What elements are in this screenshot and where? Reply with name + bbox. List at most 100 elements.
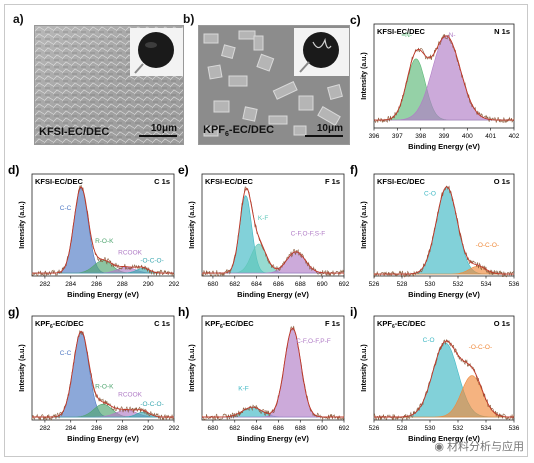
panel-label-f: f) xyxy=(350,165,358,177)
peak-label-g-2: RCOOK xyxy=(118,391,143,398)
x-tick-label-g-3: 288 xyxy=(117,425,128,432)
peak-label-e-1: K-F xyxy=(258,215,269,222)
x-tick-label-c-3: 399 xyxy=(439,133,450,140)
peak-label-g-3: -O-C-O- xyxy=(140,401,163,408)
x-tick-label-e-5: 690 xyxy=(317,281,328,288)
x-axis-label-h: Binding Energy (eV) xyxy=(237,434,309,443)
xps-panel-c: c) 396 397 398 399 400 401 402 Binding Energy (e… xyxy=(350,15,520,151)
plot-frame-h xyxy=(201,315,345,421)
peak-label-e-2: C-F,O-F,S-F xyxy=(291,230,326,237)
sem-texture-b xyxy=(199,26,349,144)
fit-envelope-c xyxy=(374,35,514,121)
sem-texture-a xyxy=(35,26,183,144)
y-axis-label-h: Intensity (a.u.) xyxy=(189,344,196,391)
sample-label-h: KPF6-EC/DEC xyxy=(205,319,254,330)
watermark-text: 材料分析与应用 xyxy=(447,441,524,453)
sem-sample-label-a: KFSI-EC/DEC xyxy=(39,126,110,138)
sample-sub-g: 6 xyxy=(50,324,53,330)
x-tick-label-f-2: 530 xyxy=(425,281,436,288)
panel-label-c: c) xyxy=(350,15,361,27)
x-tick-label-e-2: 684 xyxy=(251,281,262,288)
watermark: ◉ 材料分析与应用 xyxy=(434,438,524,454)
peak-label-c-0: =N- xyxy=(401,32,412,39)
xps-panel-d: d) 282 284 286 288 290 292 Binding Energy (eV) I… xyxy=(8,165,180,299)
sample-main-g: KPF xyxy=(35,319,50,328)
peak-label-f-0: C-O xyxy=(424,191,436,198)
x-tick-label-d-3: 288 xyxy=(117,281,128,288)
panel-label-e: e) xyxy=(178,165,189,177)
peak-c-1 xyxy=(373,35,515,121)
peak-label-d-2: RCOOK xyxy=(118,250,143,257)
core-level-c: N 1s xyxy=(494,27,510,36)
peak-label-d-0: C-C xyxy=(60,205,72,212)
wechat-icon: ◉ xyxy=(434,440,444,453)
peak-label-i-0: C-O xyxy=(423,337,435,344)
xps-panel-g: g) 282 284 286 288 290 292 Binding Energy (eV) I… xyxy=(8,307,180,443)
core-level-d: C 1s xyxy=(154,177,170,186)
panel-label-b: b) xyxy=(183,12,195,26)
x-tick-label-c-0: 396 xyxy=(369,133,380,140)
y-axis-label-d: Intensity (a.u.) xyxy=(19,201,26,248)
x-tick-label-g-5: 292 xyxy=(169,425,180,432)
panel-label-d: d) xyxy=(8,165,19,177)
raw-spectrum-e xyxy=(201,186,345,278)
x-axis-label-i: Binding Energy (eV) xyxy=(408,434,480,443)
x-tick-label-g-0: 282 xyxy=(39,425,50,432)
plot-frame-d xyxy=(31,173,175,277)
fit-envelope-f xyxy=(374,186,514,275)
x-tick-label-d-4: 290 xyxy=(143,281,154,288)
panel-label-a: a) xyxy=(13,12,24,26)
x-tick-label-f-4: 534 xyxy=(481,281,492,288)
peak-label-d-3: -O-C-O- xyxy=(140,257,163,264)
sem-image-a: KFSI-EC/DEC 10μm xyxy=(34,25,184,145)
plot-frame-e xyxy=(201,173,345,277)
x-tick-label-h-2: 684 xyxy=(251,425,262,432)
x-tick-label-c-6: 402 xyxy=(509,133,520,140)
core-level-f: O 1s xyxy=(494,177,510,186)
sem-sample-sub-b: 6 xyxy=(225,131,229,138)
sample-tail-h: -EC/DEC xyxy=(223,319,254,328)
x-axis-label-c: Binding Energy (eV) xyxy=(408,142,480,151)
x-tick-label-h-5: 690 xyxy=(317,425,328,432)
x-tick-label-g-2: 286 xyxy=(91,425,102,432)
x-axis-label-f: Binding Energy (eV) xyxy=(408,290,480,299)
x-tick-label-i-0: 526 xyxy=(369,425,380,432)
core-level-i: O 1s xyxy=(494,319,510,328)
sample-label-i: KPF6-EC/DEC xyxy=(377,319,426,330)
peak-f-0 xyxy=(373,186,515,275)
sample-main-h: KPF xyxy=(205,319,220,328)
peak-e-1 xyxy=(201,243,345,274)
raw-spectrum-d xyxy=(31,184,175,277)
sample-sub-h: 6 xyxy=(220,324,223,330)
fit-envelope-i xyxy=(374,340,514,418)
sample-label-f: KFSI-EC/DEC xyxy=(377,177,426,186)
scale-bar-a xyxy=(139,135,177,137)
x-tick-label-g-4: 290 xyxy=(143,425,154,432)
x-tick-label-h-3: 686 xyxy=(273,425,284,432)
x-tick-label-i-1: 528 xyxy=(397,425,408,432)
sem-scale-label-a: 10μm xyxy=(150,123,177,134)
y-axis-label-c: Intensity (a.u.) xyxy=(361,52,368,99)
core-level-e: F 1s xyxy=(325,177,340,186)
x-tick-label-f-5: 536 xyxy=(509,281,520,288)
sample-label-g: KPF6-EC/DEC xyxy=(35,319,84,330)
raw-spectrum-i xyxy=(373,339,515,421)
peak-i-0 xyxy=(373,342,515,418)
x-tick-label-f-3: 532 xyxy=(453,281,464,288)
x-tick-label-c-5: 401 xyxy=(485,133,496,140)
x-tick-label-i-2: 530 xyxy=(425,425,436,432)
x-axis-label-d: Binding Energy (eV) xyxy=(67,290,139,299)
x-axis-label-g: Binding Energy (eV) xyxy=(67,434,139,443)
xps-panel-h: h) 680 682 684 686 688 690 692 Binding Energy (e… xyxy=(178,307,350,443)
peak-label-f-1: -O-C-O- xyxy=(476,242,499,249)
fit-envelope-h xyxy=(202,327,344,418)
x-tick-label-i-4: 534 xyxy=(481,425,492,432)
sample-label-c: KFSI-EC/DEC xyxy=(377,27,426,36)
x-tick-label-h-4: 688 xyxy=(295,425,306,432)
fit-envelope-e xyxy=(202,187,344,274)
y-axis-label-i: Intensity (a.u.) xyxy=(361,344,368,391)
peak-label-h-0: K-F xyxy=(238,385,249,392)
x-tick-label-e-1: 682 xyxy=(229,281,240,288)
peak-label-h-1: C-F,O-F,P-F xyxy=(296,338,331,345)
fit-envelope-g xyxy=(32,331,174,418)
